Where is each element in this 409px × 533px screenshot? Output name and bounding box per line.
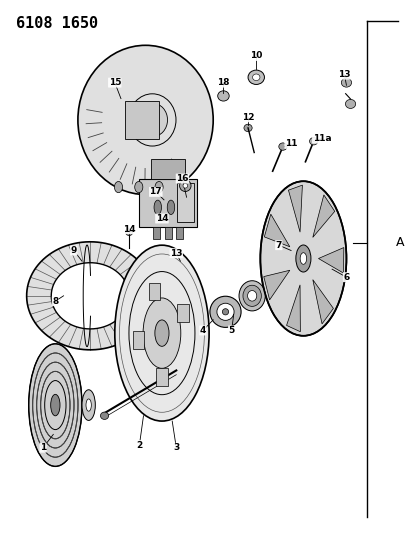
- Bar: [125, 101, 159, 139]
- Text: 1: 1: [40, 443, 46, 452]
- Ellipse shape: [86, 399, 91, 411]
- Polygon shape: [312, 195, 334, 237]
- Bar: [176, 183, 193, 222]
- Ellipse shape: [247, 70, 264, 84]
- Ellipse shape: [51, 394, 60, 416]
- Ellipse shape: [78, 45, 213, 195]
- Ellipse shape: [82, 390, 95, 421]
- Ellipse shape: [154, 200, 161, 215]
- Text: 11a: 11a: [312, 134, 330, 143]
- Text: 18: 18: [217, 78, 229, 87]
- Text: 13: 13: [170, 249, 182, 257]
- Bar: [153, 227, 160, 239]
- Ellipse shape: [222, 309, 228, 315]
- Polygon shape: [288, 185, 302, 232]
- Text: 8: 8: [52, 297, 58, 305]
- PathPatch shape: [51, 263, 129, 329]
- Bar: [148, 282, 160, 300]
- Ellipse shape: [278, 143, 286, 150]
- Bar: [176, 227, 182, 239]
- Text: A: A: [395, 236, 403, 249]
- Polygon shape: [264, 214, 289, 247]
- Bar: [177, 304, 188, 322]
- Ellipse shape: [179, 180, 191, 191]
- Text: 9: 9: [70, 246, 77, 255]
- Ellipse shape: [299, 253, 306, 264]
- Text: 10: 10: [249, 52, 262, 60]
- PathPatch shape: [27, 242, 153, 350]
- Text: 12: 12: [241, 113, 254, 122]
- Ellipse shape: [125, 228, 133, 236]
- Ellipse shape: [137, 103, 167, 137]
- Ellipse shape: [295, 245, 310, 272]
- Ellipse shape: [260, 181, 346, 336]
- Ellipse shape: [217, 91, 229, 101]
- Ellipse shape: [238, 281, 265, 311]
- Text: 15: 15: [108, 78, 121, 87]
- Text: 4: 4: [199, 326, 206, 335]
- Polygon shape: [263, 270, 289, 300]
- Polygon shape: [286, 285, 300, 332]
- Ellipse shape: [309, 138, 317, 145]
- Text: 3: 3: [173, 443, 179, 452]
- Ellipse shape: [115, 245, 209, 421]
- Ellipse shape: [247, 290, 256, 301]
- Ellipse shape: [100, 412, 108, 419]
- Text: 17: 17: [149, 188, 162, 196]
- Text: 6108 1650: 6108 1650: [16, 16, 98, 31]
- Ellipse shape: [155, 182, 163, 193]
- Text: 14: 14: [123, 225, 135, 233]
- Text: 6: 6: [342, 273, 349, 281]
- Text: 7: 7: [275, 241, 281, 249]
- Ellipse shape: [167, 200, 174, 215]
- Ellipse shape: [29, 344, 82, 466]
- Text: 13: 13: [337, 70, 350, 79]
- Ellipse shape: [243, 124, 252, 132]
- Bar: [133, 331, 144, 349]
- Text: 14: 14: [155, 214, 168, 223]
- Polygon shape: [318, 247, 343, 273]
- Text: 16: 16: [176, 174, 188, 183]
- Bar: [151, 159, 185, 179]
- Ellipse shape: [216, 303, 234, 320]
- Ellipse shape: [344, 100, 355, 108]
- Text: 2: 2: [136, 441, 142, 449]
- Ellipse shape: [252, 74, 259, 80]
- Text: 11: 11: [284, 140, 297, 148]
- Ellipse shape: [143, 298, 180, 368]
- Bar: [139, 179, 196, 227]
- Ellipse shape: [340, 78, 351, 87]
- Bar: [156, 368, 167, 386]
- Text: 5: 5: [228, 326, 234, 335]
- Ellipse shape: [135, 182, 142, 193]
- Polygon shape: [312, 280, 333, 324]
- Ellipse shape: [182, 183, 187, 188]
- Ellipse shape: [243, 285, 261, 306]
- Ellipse shape: [209, 296, 240, 327]
- Ellipse shape: [155, 320, 169, 346]
- Bar: [164, 227, 171, 239]
- Ellipse shape: [114, 182, 122, 193]
